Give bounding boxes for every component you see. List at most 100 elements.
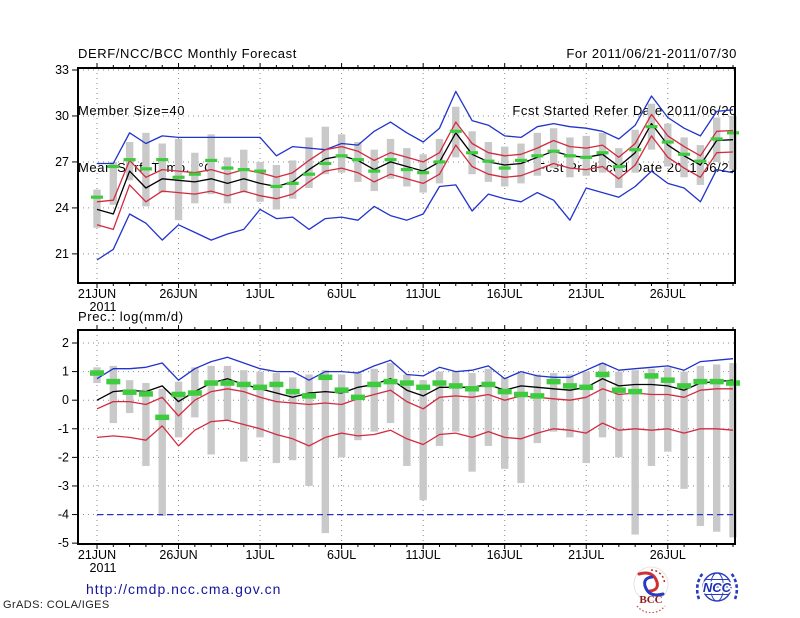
spread-bar: [631, 370, 639, 535]
spread-bar: [256, 161, 264, 202]
x-tick-label: 21JUL: [568, 548, 604, 562]
spread-bar: [305, 374, 313, 486]
spread-bar: [664, 367, 672, 452]
spread-bar: [729, 363, 737, 538]
plot-frame: [77, 329, 736, 545]
spread-bar: [647, 368, 656, 466]
grads-credit-label: GrADS: COLA/IGES: [3, 599, 110, 611]
spread-bar: [452, 371, 460, 432]
y-tick-label: 27: [55, 155, 69, 169]
temperature-chart: 33 30 27 24 21 21JUN 26JUN 1JUL 6JUL 11JUL 16JUL 21…: [55, 63, 739, 314]
y-tick-label: -4: [58, 508, 69, 522]
page-title: DERF/NCC/BCC Monthly Forecast: [78, 46, 297, 61]
spread-bar: [468, 373, 476, 472]
x-tick-label: 6JUL: [327, 548, 356, 562]
x-tick-label: 26JUL: [650, 287, 686, 301]
spread-bar: [354, 371, 362, 441]
spread-bar: [419, 380, 427, 501]
bcc-logo: BCC: [633, 566, 669, 613]
member-size-label: Member Size=40: [78, 103, 186, 118]
x-tick-label: 26JUN: [159, 548, 197, 562]
bcc-blue-swirl: [643, 575, 665, 597]
series-blue_max: [96, 356, 734, 381]
bcc-red-swirl: [637, 571, 659, 593]
y-tick-label: 24: [55, 201, 69, 215]
spread-bar: [533, 374, 542, 444]
spread-bar: [615, 371, 623, 458]
x-tick-label: 1JUL: [245, 548, 274, 562]
spread-bar: [549, 128, 558, 169]
series-blue_max: [97, 90, 734, 165]
series-red_lower: [96, 135, 734, 231]
series-blue_min: [96, 168, 734, 261]
y-tick-label: 0: [62, 393, 69, 407]
x-tick-label: 16JUL: [487, 287, 523, 301]
y-tick-label: 2: [62, 336, 69, 350]
y-tick-label: -1: [58, 422, 69, 436]
spread-bar: [386, 363, 395, 424]
spread-bar: [435, 371, 444, 446]
spread-bar: [191, 152, 199, 204]
y-tick-label: 1: [62, 365, 69, 379]
spread-bar: [337, 374, 346, 458]
spread-bar: [223, 365, 232, 421]
spread-bar: [174, 138, 183, 221]
x-tick-label: 21JUN: [78, 548, 116, 562]
refer-date-label: Fcst Started Refer Date 2011/06/20: [512, 103, 737, 118]
ncc-logo: NCC: [695, 572, 739, 602]
axis-labels: 2 1 0 -1 -2 -3 -4 -5 21JUN 26JUN 1JUL 6JUL 11JUL 16JU…: [58, 336, 686, 575]
spread-bar: [598, 363, 607, 438]
spread-bar: [370, 368, 378, 432]
y-tick-label: -2: [58, 450, 69, 464]
precip-chart: 2 1 0 -1 -2 -3 -4 -5 21JUN 26JUN 1JUL 6JUL 11JUL 16JU…: [58, 325, 740, 575]
spread-bar: [93, 189, 101, 228]
x-tick-label: 16JUL: [487, 548, 523, 562]
spread-bar: [696, 365, 705, 526]
x-tick-label: 6JUL: [327, 287, 356, 301]
spread-bar: [549, 373, 558, 432]
spread-bar: [582, 371, 590, 464]
spread-bar: [680, 371, 688, 489]
spread-bar: [207, 134, 215, 195]
x-tick-label: 11JUL: [406, 548, 441, 562]
daily-ticks: [72, 63, 734, 288]
spread-bar: [337, 134, 346, 173]
spread-bar: [158, 388, 166, 516]
spread-bar: [272, 373, 281, 464]
ensemble-spread-bars: [93, 103, 737, 228]
spread-bar: [256, 371, 264, 438]
series-black_mean: [96, 378, 734, 403]
spread-bar: [566, 374, 574, 438]
spread-bar: [729, 115, 737, 170]
spread-bar: [223, 157, 232, 204]
source-url-text: http://cmdp.ncc.cma.gov.cn: [86, 581, 282, 597]
bcc-logo-text: BCC: [639, 594, 662, 606]
x-tick-label: 11JUL: [406, 287, 441, 301]
spread-bar: [500, 377, 509, 469]
ncc-right-wreath: [729, 572, 739, 600]
plot-frame: [77, 67, 736, 284]
x-tick-label: 21JUN: [78, 287, 116, 301]
spread-bar: [288, 377, 297, 461]
y-tick-label: -3: [58, 479, 69, 493]
axis-labels: 33 30 27 24 21 21JUN 26JUN 1JUL 6JUL 11JUL 16JUL 21…: [55, 63, 686, 314]
daily-ticks: [72, 325, 734, 549]
x-tick-label: 1JUL: [245, 287, 274, 301]
spread-bar: [305, 137, 313, 188]
gridlines: [78, 68, 735, 283]
y-tick-label: -5: [58, 536, 69, 550]
spread-bar: [125, 380, 134, 414]
spread-bar: [403, 374, 411, 466]
bcc-top-arc-text: [650, 569, 666, 584]
y-tick-label: 21: [55, 247, 69, 261]
spread-bar: [403, 148, 411, 187]
spread-bar: [484, 368, 493, 446]
spread-bar: [174, 381, 183, 438]
ensemble-spread-bars: [93, 363, 737, 538]
x-year-label: 2011: [90, 561, 117, 575]
bcc-bottom-arc-text: [636, 605, 666, 613]
spread-bar: [158, 143, 166, 193]
x-year-label: 2011: [90, 300, 117, 314]
